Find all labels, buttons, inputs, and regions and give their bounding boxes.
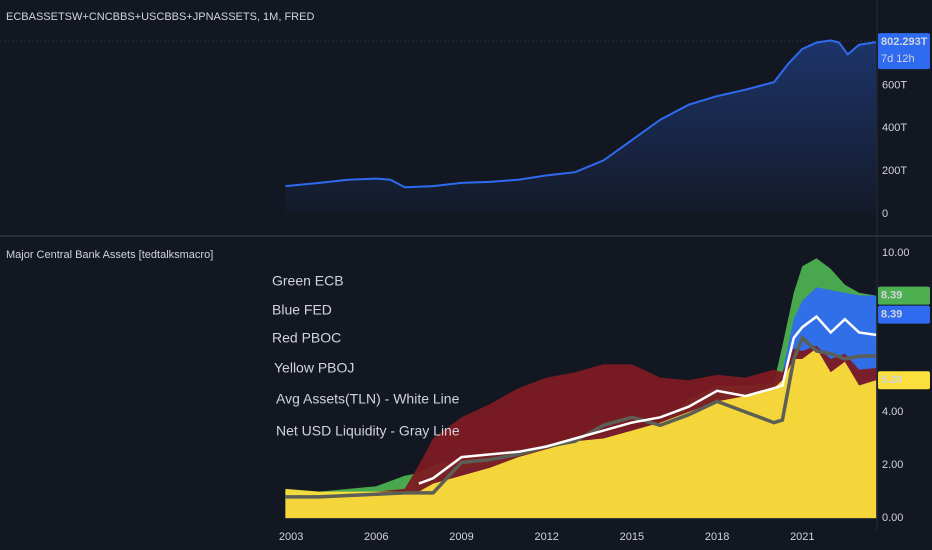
pane-title: Major Central Bank Assets [tedtalksmacro… <box>6 249 213 261</box>
countdown: 7d 12h <box>881 53 915 65</box>
price-tag <box>878 33 930 70</box>
y-tick-label: 200T <box>882 165 907 177</box>
x-tick-label: 2012 <box>534 531 558 543</box>
price-tag <box>878 286 930 305</box>
line <box>285 39 877 189</box>
y-tick-label: 4.00 <box>882 406 903 418</box>
price-tag-label: 8.39 <box>881 290 902 302</box>
legend-entry: Green ECB <box>272 273 344 289</box>
area <box>285 40 877 215</box>
y-tick-label: 600T <box>882 79 907 91</box>
price-tag <box>878 371 930 390</box>
y-tick-label: 0 <box>882 208 888 220</box>
x-tick-label: 2009 <box>449 531 473 543</box>
line <box>418 314 877 485</box>
legend-entry: Blue FED <box>272 302 332 318</box>
price-tag-label: 8.39 <box>881 309 902 321</box>
line <box>285 334 877 499</box>
price-tag-label: 5.20 <box>881 374 902 386</box>
x-tick-label: 2006 <box>364 531 388 543</box>
y-tick-label: 0.00 <box>882 512 903 524</box>
x-tick-label: 2018 <box>705 531 729 543</box>
price-tag <box>878 305 930 324</box>
legend-entry: Avg Assets(TLN) - White Line <box>276 391 460 407</box>
pane-title: ECBASSETSW+CNCBBS+USCBBS+JPNASSETS, 1M, … <box>6 11 314 23</box>
y-tick-label: 400T <box>882 122 907 134</box>
area <box>285 348 877 519</box>
legend-entry: Yellow PBOJ <box>274 360 354 376</box>
y-tick-label: 10.00 <box>882 247 910 259</box>
legend-entry: Net USD Liquidity - Gray Line <box>276 423 460 439</box>
x-tick-label: 2021 <box>790 531 814 543</box>
x-tick-label: 2015 <box>620 531 644 543</box>
price-tag-label: 802.293T <box>881 36 928 48</box>
legend-entry: Red PBOC <box>272 330 341 346</box>
y-tick-label: 2.00 <box>882 459 903 471</box>
x-tick-label: 2003 <box>279 531 303 543</box>
